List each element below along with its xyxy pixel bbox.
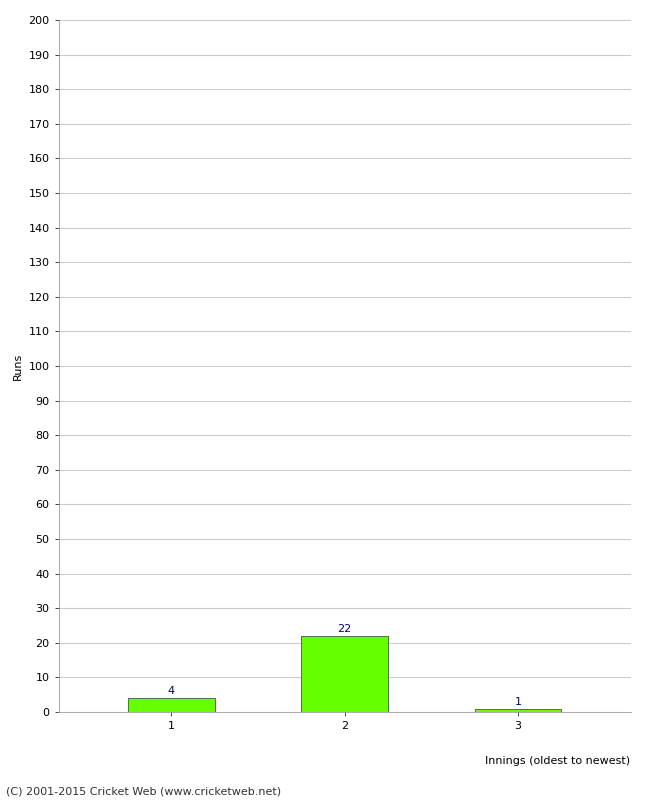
Text: (C) 2001-2015 Cricket Web (www.cricketweb.net): (C) 2001-2015 Cricket Web (www.cricketwe… — [6, 786, 281, 796]
Bar — [474, 709, 561, 712]
Text: 1: 1 — [514, 697, 521, 707]
Text: 22: 22 — [337, 624, 352, 634]
Text: Innings (oldest to newest): Innings (oldest to newest) — [486, 756, 630, 766]
Y-axis label: Runs: Runs — [13, 352, 23, 380]
Bar — [128, 698, 214, 712]
Bar — [301, 636, 388, 712]
Text: 4: 4 — [168, 686, 175, 697]
